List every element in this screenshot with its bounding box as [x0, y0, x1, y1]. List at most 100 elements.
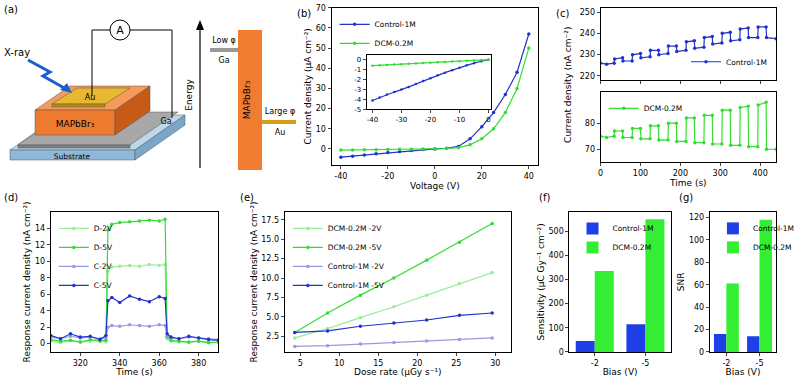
svg-text:Dose rate (μGy s⁻¹): Dose rate (μGy s⁻¹) — [354, 368, 442, 378]
svg-text:0: 0 — [321, 145, 326, 154]
svg-text:-40: -40 — [367, 116, 378, 124]
svg-text:DCM-0.2M: DCM-0.2M — [613, 243, 652, 252]
svg-text:-10: -10 — [454, 116, 465, 124]
svg-text:50: 50 — [316, 44, 326, 53]
svg-text:(c): (c) — [556, 8, 569, 19]
svg-text:10: 10 — [334, 359, 344, 368]
svg-text:X-ray: X-ray — [4, 47, 30, 58]
svg-text:C-2V: C-2V — [94, 262, 113, 271]
svg-text:DCM-0.2M: DCM-0.2M — [644, 104, 683, 113]
svg-text:0: 0 — [357, 56, 361, 64]
svg-text:20: 20 — [316, 104, 326, 113]
svg-text:25: 25 — [451, 359, 461, 368]
svg-text:60: 60 — [694, 281, 704, 290]
svg-text:360: 360 — [152, 359, 167, 368]
svg-text:(d): (d) — [4, 192, 18, 203]
svg-text:250: 250 — [580, 8, 595, 17]
svg-text:Control-1M: Control-1M — [375, 20, 416, 29]
svg-text:0: 0 — [559, 348, 564, 357]
svg-text:100: 100 — [689, 236, 704, 245]
svg-text:MAPbBr₃: MAPbBr₃ — [56, 119, 95, 129]
svg-text:-40: -40 — [334, 172, 347, 181]
svg-text:Control-1M: Control-1M — [613, 224, 654, 233]
svg-text:17.5: 17.5 — [261, 216, 279, 225]
svg-text:10: 10 — [316, 125, 326, 134]
svg-text:(b): (b) — [297, 8, 311, 19]
svg-text:8: 8 — [40, 274, 45, 283]
svg-text:20: 20 — [412, 359, 422, 368]
svg-text:Time (s): Time (s) — [115, 368, 153, 378]
svg-text:200: 200 — [673, 169, 688, 178]
svg-text:-1: -1 — [354, 66, 361, 74]
svg-text:20: 20 — [694, 325, 704, 334]
svg-text:Control-1M: Control-1M — [753, 224, 794, 233]
svg-text:70: 70 — [585, 145, 595, 154]
svg-text:Ga: Ga — [160, 117, 171, 126]
svg-text:Bias (V): Bias (V) — [725, 368, 760, 378]
svg-text:-20: -20 — [425, 116, 436, 124]
svg-text:Control-1M: Control-1M — [726, 58, 767, 67]
svg-text:12.5: 12.5 — [261, 254, 279, 263]
svg-text:15.0: 15.0 — [261, 235, 279, 244]
svg-text:20: 20 — [477, 172, 487, 181]
svg-text:10.0: 10.0 — [261, 274, 279, 283]
svg-text:40: 40 — [524, 172, 534, 181]
svg-text:-2: -2 — [354, 76, 361, 84]
svg-text:C-5V: C-5V — [94, 281, 113, 290]
svg-text:-5: -5 — [641, 359, 649, 368]
svg-text:A: A — [116, 24, 124, 37]
svg-text:0: 0 — [598, 169, 603, 178]
svg-text:(g): (g) — [679, 192, 693, 203]
svg-text:Ga: Ga — [218, 56, 229, 65]
svg-text:5: 5 — [298, 359, 303, 368]
svg-text:300: 300 — [713, 169, 728, 178]
svg-text:2.5: 2.5 — [266, 332, 279, 341]
svg-text:2: 2 — [40, 323, 45, 332]
svg-text:0: 0 — [486, 116, 490, 124]
svg-text:Au: Au — [85, 93, 96, 102]
svg-text:D-2V: D-2V — [94, 224, 113, 233]
svg-text:7.5: 7.5 — [266, 293, 279, 302]
svg-text:10: 10 — [35, 257, 45, 266]
svg-text:D-5V: D-5V — [94, 243, 113, 252]
svg-text:Au: Au — [275, 128, 286, 137]
svg-text:MAPbBr₃: MAPbBr₃ — [242, 80, 252, 119]
svg-text:100: 100 — [633, 169, 648, 178]
svg-text:SNR: SNR — [676, 273, 686, 292]
svg-text:Current density (nA cm⁻²): Current density (nA cm⁻²) — [563, 27, 573, 143]
svg-text:5.0: 5.0 — [266, 313, 279, 322]
svg-text:-5: -5 — [756, 359, 764, 368]
svg-text:Large φ: Large φ — [265, 107, 295, 116]
svg-text:Low φ: Low φ — [212, 36, 236, 45]
svg-text:-2: -2 — [591, 359, 599, 368]
svg-text:80: 80 — [694, 258, 704, 267]
svg-text:6: 6 — [40, 290, 45, 299]
svg-text:200: 200 — [549, 299, 564, 308]
svg-text:12: 12 — [35, 241, 45, 250]
svg-text:120: 120 — [689, 213, 704, 222]
svg-text:30: 30 — [490, 359, 500, 368]
svg-text:320: 320 — [73, 359, 88, 368]
svg-text:30: 30 — [316, 84, 326, 93]
svg-text:Current density (μA cm⁻²): Current density (μA cm⁻²) — [303, 28, 313, 144]
svg-text:340: 340 — [112, 359, 127, 368]
svg-text:Voltage (V): Voltage (V) — [410, 181, 460, 191]
svg-text:-20: -20 — [381, 172, 394, 181]
svg-text:DCM-0.2M: DCM-0.2M — [375, 39, 414, 48]
svg-text:Energy: Energy — [184, 79, 194, 111]
svg-text:-4: -4 — [354, 96, 362, 104]
svg-text:Bias (V): Bias (V) — [603, 367, 638, 377]
svg-text:400: 400 — [753, 169, 768, 178]
svg-text:-30: -30 — [396, 116, 407, 124]
svg-text:500: 500 — [549, 227, 564, 236]
svg-text:240: 240 — [580, 29, 595, 38]
svg-text:400: 400 — [549, 251, 564, 260]
svg-text:-2: -2 — [722, 359, 730, 368]
svg-text:DCM-0.2M -5V: DCM-0.2M -5V — [328, 243, 382, 252]
svg-text:0: 0 — [699, 348, 704, 357]
svg-text:380: 380 — [191, 359, 206, 368]
svg-text:Response current density (nA c: Response current density (nA cm⁻²) — [249, 201, 259, 362]
svg-text:230: 230 — [580, 50, 595, 59]
svg-text:Response current density (nA c: Response current density (nA cm⁻²) — [22, 201, 32, 362]
svg-text:60: 60 — [316, 24, 326, 33]
